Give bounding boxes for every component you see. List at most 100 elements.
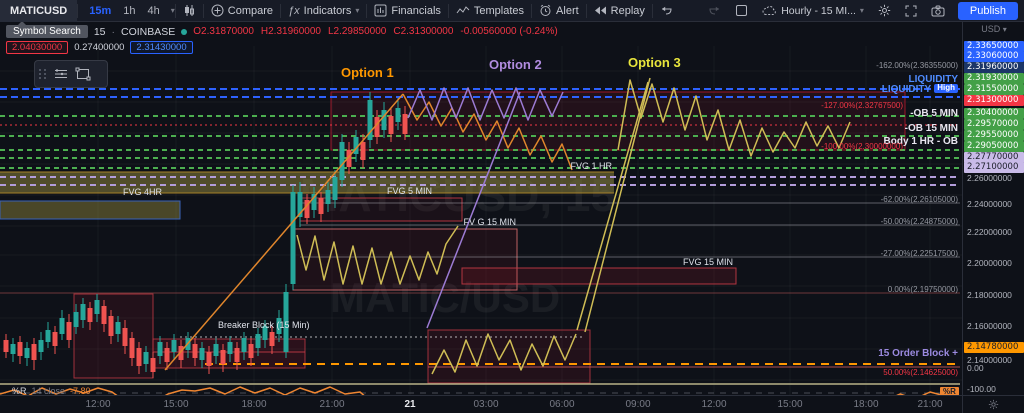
candle-body (157, 342, 163, 356)
price-scale[interactable]: USD ▾ 2.33650000 2.33060000 2.31960000 2.31… (962, 22, 1024, 395)
templates-wave-icon (456, 5, 470, 17)
price-chip: 2.33650000 (964, 41, 1024, 52)
indicator-legend: %R 14 close -7.80 (12, 386, 91, 395)
redo-button[interactable] (701, 0, 728, 22)
candle-body (304, 200, 310, 218)
candle-body (388, 116, 394, 134)
toolbar-divider (77, 3, 79, 18)
chart-legend: Symbol Search 15 · COINBASE O2.31870000 H… (6, 22, 558, 54)
chart-canvas[interactable]: MATICUSD, 15 MATIC/USD -162.00%(2.363550… (0, 22, 962, 395)
cloud-layout-button[interactable]: Hourly - 15 MI... ▾ (755, 0, 871, 22)
layout-select-button[interactable] (728, 0, 755, 22)
price-chip: 2.33060000 (964, 51, 1024, 62)
candle-body (171, 340, 177, 352)
axis-settings-gear-icon[interactable] (988, 399, 999, 410)
interval-switcher: 15m 1h 4h (78, 0, 171, 22)
financials-bars-icon (374, 4, 387, 17)
candle-body (241, 338, 247, 352)
option2-zigzag (407, 87, 564, 121)
time-axis[interactable]: 12:00 15:00 18:00 21:00 21 03:00 06:00 09:00 12:… (0, 395, 962, 413)
compare-button[interactable]: Compare (204, 0, 280, 22)
ohlc-value: C2.31300000 (393, 26, 454, 37)
candle-body (381, 110, 387, 130)
interval-4h[interactable]: 4h (147, 4, 160, 17)
interval-1h[interactable]: 1h (123, 4, 136, 17)
undo-button[interactable] (653, 0, 680, 22)
candle-body (206, 352, 212, 366)
price-tick-label: 0.00 (967, 363, 984, 373)
candle-body (17, 342, 23, 356)
price-scale-currency[interactable]: USD ▾ (981, 24, 1007, 34)
candle-body (178, 346, 184, 360)
candle-body (10, 344, 16, 354)
price-chip: 2.29050000 (964, 141, 1024, 152)
floating-drawing-toolbar (34, 60, 108, 88)
toolbar-divider (280, 3, 282, 18)
fullscreen-button[interactable] (898, 0, 924, 22)
price-level-chip-low: 2.04030000 (6, 41, 69, 54)
fullscreen-icon (905, 5, 917, 17)
option3-top-zigzag (617, 79, 851, 157)
candle-body (136, 348, 142, 366)
price-chip: 2.31930000 (964, 73, 1024, 84)
legend-ohlc-values: O2.31870000 H2.31960000 L2.29850000 C2.3130… (193, 26, 557, 37)
candle-body (248, 344, 254, 358)
toolbar-divider (447, 3, 449, 18)
option3-v-up (584, 77, 651, 333)
settings-button[interactable] (871, 0, 898, 22)
candle-body (3, 340, 9, 352)
time-tick-label: 18:00 (853, 399, 879, 410)
candle-body (108, 316, 114, 336)
snapshot-button[interactable] (924, 0, 952, 22)
chevron-down-icon[interactable]: ▾ (170, 6, 175, 15)
time-tick-label: 12:00 (85, 399, 111, 410)
rectangle-tool-icon[interactable] (75, 67, 91, 81)
candle-body (318, 198, 324, 214)
toolbar-divider (585, 3, 587, 18)
candle-body (360, 142, 366, 160)
candle-body (59, 318, 65, 334)
candle-body (115, 322, 121, 334)
price-chip: 2.31300000 (964, 95, 1024, 106)
candle-body (143, 352, 149, 364)
price-tick-label: 2.14000000 (967, 355, 1012, 365)
price-chip: 2.31960000 (964, 62, 1024, 73)
indicator-value: -7.80 (70, 386, 91, 395)
toolbar-divider (531, 3, 533, 18)
time-tick-label: 09:00 (625, 399, 651, 410)
option2-dive (426, 91, 521, 329)
templates-button[interactable]: Templates (449, 0, 531, 22)
candle-body (367, 100, 373, 140)
candle-body (311, 194, 317, 210)
price-chip: 2.29570000 (964, 119, 1024, 130)
replay-button[interactable]: Replay (587, 0, 652, 22)
candle-body (290, 192, 296, 284)
price-chip: 2.14780000 (964, 342, 1024, 353)
time-tick-label: 21:00 (319, 399, 345, 410)
price-tick-label: 2.20000000 (967, 258, 1012, 268)
replay-icon (594, 5, 607, 16)
indicator-name: %R (12, 386, 27, 395)
publish-button[interactable]: Publish (957, 1, 1018, 20)
candle-body (94, 300, 100, 314)
candle-body (402, 114, 408, 134)
indicator-axis-badge: %R (940, 387, 959, 395)
candle-body (374, 117, 380, 137)
indicators-button[interactable]: ƒx Indicators ▾ (288, 4, 360, 17)
symbol-search-button[interactable]: MATICUSD (0, 0, 78, 22)
candle-body (122, 328, 128, 346)
trend-lines-tool-icon[interactable] (53, 67, 69, 81)
redo-arrow-icon (708, 5, 721, 16)
chart-style-button[interactable] (176, 0, 203, 22)
cloud-icon (762, 5, 777, 16)
chevron-down-icon: ▾ (859, 6, 864, 15)
alert-button[interactable]: Alert (532, 0, 586, 22)
financials-button[interactable]: Financials (367, 0, 448, 22)
price-chip: 2.31550000 (964, 84, 1024, 95)
interval-15m[interactable]: 15m (89, 4, 112, 17)
drag-handle[interactable] (39, 69, 47, 79)
time-tick-label: 15:00 (777, 399, 803, 410)
price-tick-label: 2.16000000 (967, 321, 1012, 331)
layout-square-icon (735, 4, 748, 17)
